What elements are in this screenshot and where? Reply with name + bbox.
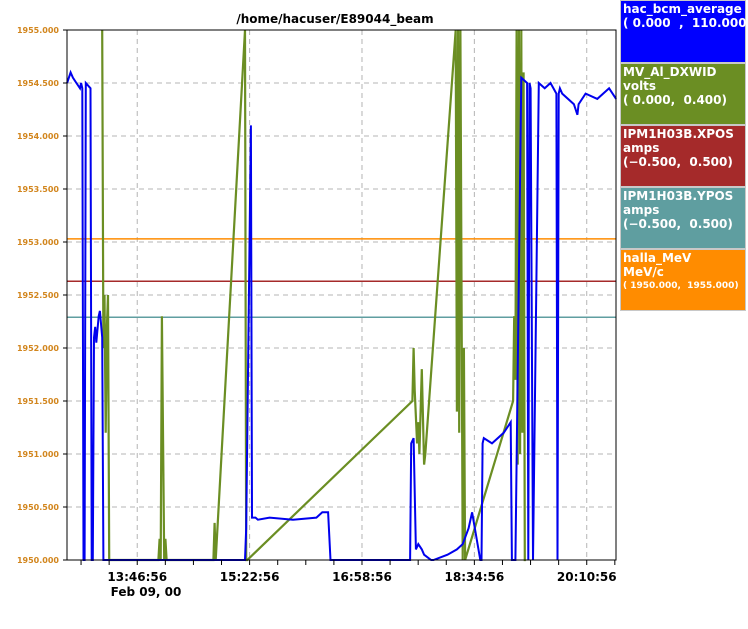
y-tick-label: 1950.500 — [17, 503, 59, 512]
traces — [66, 29, 617, 562]
x-axis: 13:46:56 15:22:56 16:58:56 18:34:56 20:10:56 — [80, 560, 617, 584]
y-tick-label: 1954.500 — [17, 79, 59, 88]
legend-series-unit: amps — [623, 141, 660, 155]
legend-series-range: ( 1950.000, 1955.000) — [623, 281, 739, 291]
series-line-hac-bcm-average — [66, 69, 617, 561]
y-tick-label: 1954.000 — [17, 132, 59, 141]
legend-mv-al-dxwid[interactable]: MV_Al_DXWID volts ( 0.000, 0.400) — [620, 63, 746, 125]
legend-ipm1h03b-xpos[interactable]: IPM1H03B.XPOS amps (−0.500, 0.500) — [620, 125, 746, 187]
chart-title: /home/hacuser/E89044_beam — [236, 12, 433, 27]
constant-lines — [67, 238, 616, 319]
y-tick-label: 1952.000 — [17, 344, 59, 353]
x-tick-label: 20:10:56 — [557, 570, 617, 584]
legend-series-unit: volts — [623, 79, 657, 93]
legend-ipm1h03b-ypos[interactable]: IPM1H03B.YPOS amps (−0.500, 0.500) — [620, 187, 746, 249]
y-tick-label: 1951.000 — [17, 450, 59, 459]
y-tick-label: 1953.000 — [17, 238, 59, 247]
y-tick-label: 1950.000 — [17, 556, 59, 565]
x-tick-label: 13:46:56 — [107, 570, 167, 584]
x-tick-label: 15:22:56 — [220, 570, 280, 584]
legend-halla-mev[interactable]: halla_MeV MeV/c ( 1950.000, 1955.000) — [620, 249, 746, 311]
legend-series-name: hac_bcm_average — [623, 2, 742, 16]
x-tick-label: 16:58:56 — [332, 570, 392, 584]
y-tick-label: 1951.500 — [17, 397, 59, 406]
x-date-label: Feb 09, 00 — [111, 585, 182, 599]
y-tick-label: 1952.500 — [17, 291, 59, 300]
legend-series-range: ( 0.000, 0.400) — [623, 93, 727, 107]
legend-series-name: IPM1H03B.XPOS — [623, 127, 734, 141]
y-tick-label: 1955.000 — [17, 26, 59, 35]
legend-series-unit: MeV/c — [623, 265, 664, 279]
legend-series-name: halla_MeV — [623, 251, 692, 265]
legend-series-range: (−0.500, 0.500) — [623, 155, 733, 169]
y-axis: 1950.000 1950.500 1951.000 1951.500 1952.000… — [17, 26, 67, 565]
legend-series-unit: amps — [623, 203, 660, 217]
legend-series-name: IPM1H03B.YPOS — [623, 189, 734, 203]
y-tick-label: 1953.500 — [17, 185, 59, 194]
x-tick-label: 18:34:56 — [445, 570, 505, 584]
legend-series-name: MV_Al_DXWID — [623, 65, 717, 79]
legend-series-range: ( 0.000 , 110.000) — [623, 16, 748, 30]
series-line-mv-al-dxwid — [101, 29, 526, 562]
legend-hac-bcm-average[interactable]: hac_bcm_average ( 0.000 , 110.000) — [620, 0, 748, 63]
legend-series-range: (−0.500, 0.500) — [623, 217, 733, 231]
